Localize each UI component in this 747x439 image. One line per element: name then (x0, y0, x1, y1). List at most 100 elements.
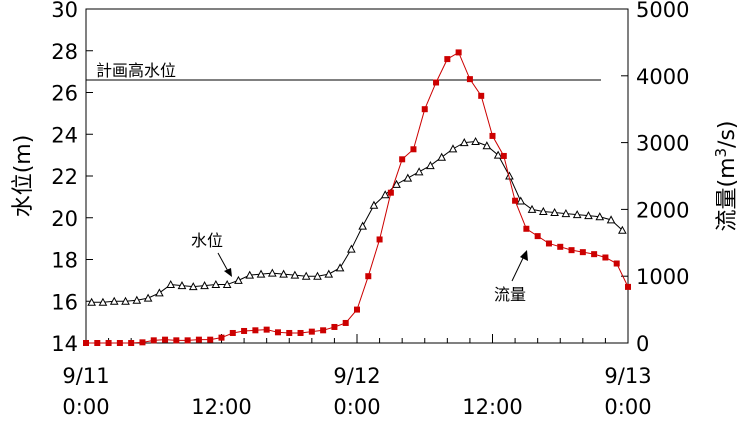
y-left-tick-label: 26 (51, 82, 78, 106)
water-level-point (313, 271, 322, 280)
water-level-point (347, 244, 356, 253)
y-left-tick-label: 20 (51, 207, 78, 231)
discharge-point (229, 329, 236, 336)
water-level-point (493, 150, 503, 159)
water-level-point (527, 204, 537, 213)
water-level-point (358, 221, 367, 230)
water-level-point (369, 200, 379, 209)
water-level-point (211, 279, 221, 289)
y-left-tick-label: 18 (51, 249, 78, 273)
water-level-point (132, 295, 142, 304)
series-layer (83, 49, 631, 346)
annotation-water-level-arrowhead (224, 268, 232, 277)
water-level-point (550, 207, 559, 217)
water-level-point (290, 270, 300, 279)
discharge-point (591, 251, 598, 258)
y-right-tick-label: 2000 (636, 198, 689, 222)
axes-layer: 14 16 18 20 22 24 26 28 30 0 1000 2000 3000 4000 5000 9… (51, 0, 689, 419)
discharge-point (545, 240, 552, 247)
discharge-point (94, 340, 101, 346)
annotation-discharge: 流量 (494, 285, 526, 304)
x-tick-label: 0:00 (62, 395, 109, 419)
x-tick-label: 9/11 (62, 364, 109, 388)
water-level-point (426, 161, 435, 170)
water-level-point (403, 173, 413, 182)
discharge-point (308, 328, 315, 335)
discharge-point (105, 340, 112, 346)
y-right-tick-label: 4000 (636, 65, 689, 89)
discharge-point (625, 283, 631, 290)
discharge-point (444, 56, 451, 63)
discharge-point (399, 156, 406, 163)
water-level-point (166, 279, 176, 289)
y-axis-right-label: 流量(m3/s) (712, 120, 740, 231)
discharge-point (478, 92, 485, 99)
discharge-point (365, 273, 372, 280)
discharge-point (274, 329, 281, 336)
y-right-tick-label: 0 (636, 332, 649, 356)
water-level-point (538, 206, 548, 215)
water-level-point (301, 271, 311, 280)
discharge-point (286, 329, 293, 336)
discharge-point (184, 337, 191, 344)
y-left-tick-label: 30 (51, 0, 78, 22)
discharge-point (433, 79, 440, 86)
discharge-point (252, 327, 259, 334)
discharge-point (83, 340, 89, 346)
water-level-point (98, 297, 108, 306)
water-level-point (392, 179, 401, 188)
reference-line-label: 計画高水位 (96, 61, 176, 80)
water-level-point (516, 196, 526, 205)
y-axis-right-label-sup: 3 (712, 148, 730, 158)
discharge-point (512, 197, 519, 204)
water-level-point (482, 141, 492, 150)
discharge-point (297, 329, 304, 336)
water-level-point (471, 137, 480, 146)
annotation-discharge-arrow (511, 255, 525, 282)
y-left-tick-label: 24 (51, 123, 78, 147)
discharge-point (162, 336, 169, 343)
water-level-point (335, 263, 345, 272)
water-level-point (606, 215, 616, 224)
water-level-point (234, 275, 243, 284)
discharge-point (557, 243, 564, 250)
discharge-point (241, 327, 248, 334)
water-level-point (87, 297, 96, 306)
y-left-tick-label: 28 (51, 40, 78, 64)
discharge-point (500, 152, 507, 159)
y-axis-right-label-main: 流量(m (715, 158, 740, 232)
y-axis-left-label: 水位(m) (11, 135, 36, 218)
x-tick-label: 12:00 (462, 395, 523, 419)
discharge-point (410, 146, 417, 153)
water-level-point (188, 282, 198, 291)
plot-frame (85, 8, 629, 344)
annotation-discharge-arrowhead (520, 250, 528, 261)
water-level-point (200, 281, 209, 290)
y-left-tick-label: 16 (51, 290, 78, 314)
water-level-point (121, 296, 130, 305)
series-line-water-level (91, 141, 623, 303)
discharge-point (150, 337, 157, 344)
series-line-discharge (86, 51, 629, 344)
reference-layer: 計画高水位 (86, 61, 601, 81)
y-right-tick-label: 1000 (636, 265, 689, 289)
discharge-point (455, 49, 462, 56)
discharge-point (354, 306, 360, 313)
discharge-point (173, 337, 180, 344)
x-tick-label: 9/12 (333, 364, 380, 388)
discharge-point (466, 76, 473, 83)
water-level-point (222, 279, 232, 289)
y-left-tick-label: 14 (51, 332, 78, 356)
water-level-point (143, 293, 153, 302)
x-tick-label: 9/13 (604, 364, 651, 388)
x-tick-label: 0:00 (604, 395, 651, 419)
discharge-point (613, 260, 620, 267)
discharge-point (218, 334, 225, 341)
discharge-point (568, 247, 575, 254)
y-axis-right-label-tail: /s) (715, 120, 740, 147)
discharge-point (579, 249, 586, 256)
water-level-point (380, 190, 390, 199)
y-left-tick-label: 22 (51, 165, 78, 189)
water-level-point (109, 296, 119, 305)
y-right-tick-label: 3000 (636, 132, 689, 156)
